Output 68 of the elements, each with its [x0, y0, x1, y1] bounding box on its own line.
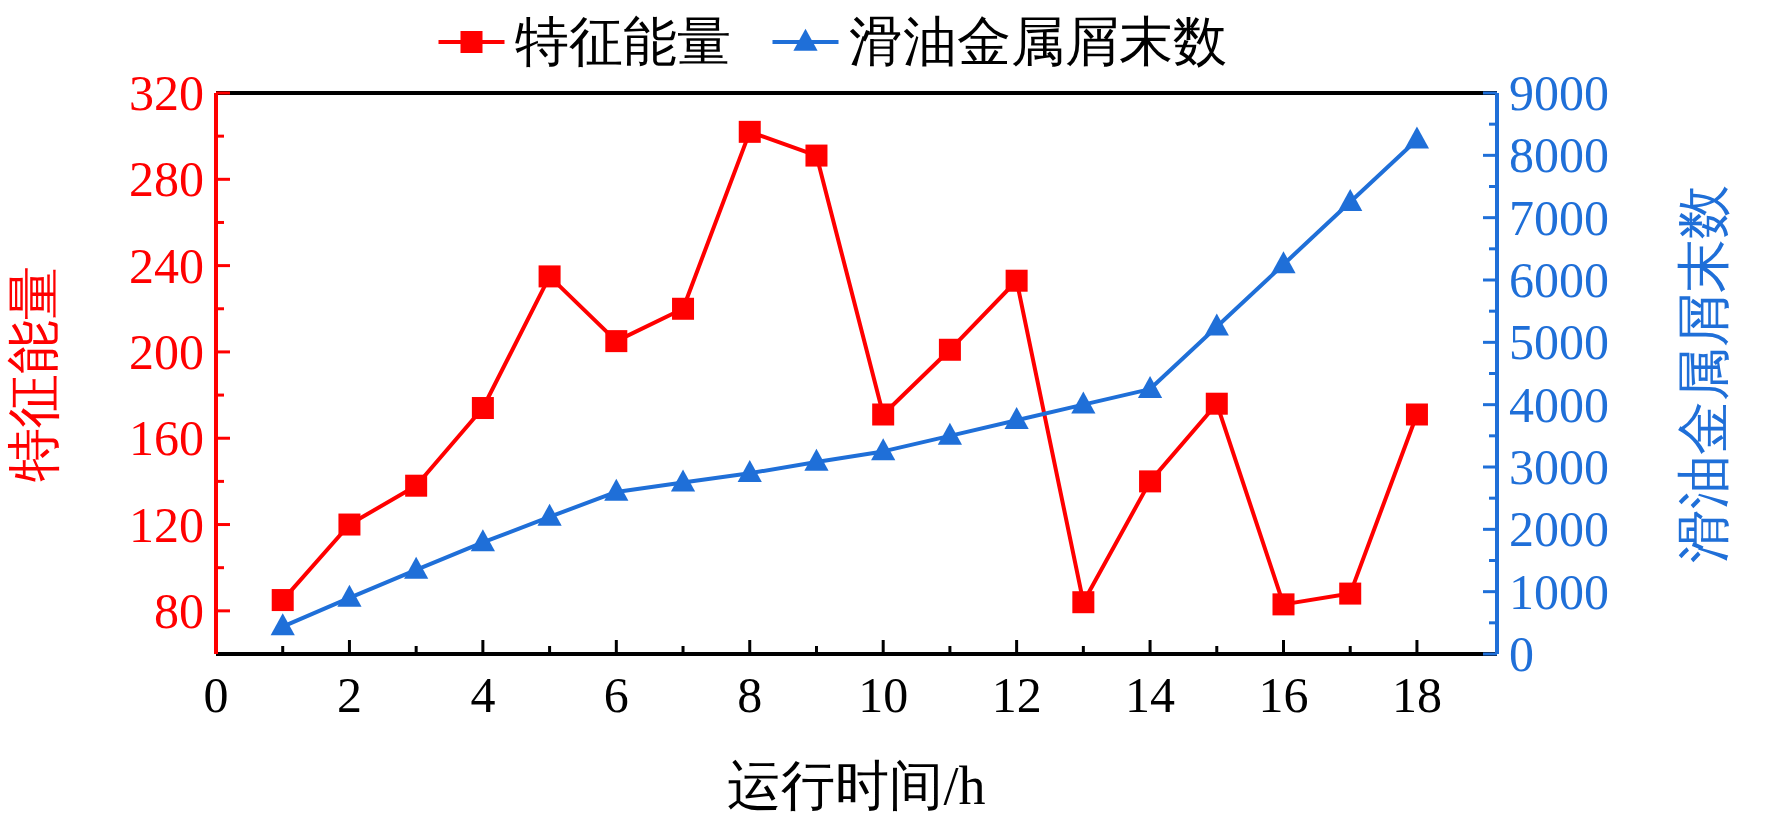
y2-tick-label: 9000	[1509, 65, 1609, 121]
point	[737, 460, 762, 483]
y2-tick-label: 1000	[1509, 563, 1609, 620]
y-tick-label: 80	[154, 582, 204, 639]
x-tick-label: 2	[336, 667, 362, 723]
point	[1139, 470, 1162, 493]
point	[337, 584, 362, 607]
point	[604, 478, 629, 501]
point	[1004, 407, 1029, 430]
x-tick-label: 12	[991, 667, 1042, 723]
y-tick-label: 160	[129, 410, 204, 467]
point	[1405, 403, 1428, 426]
point	[1338, 188, 1363, 211]
y2-tick-label: 7000	[1509, 189, 1609, 246]
y2-axis-title: 滑油金属屑末数	[1674, 184, 1734, 563]
y2-tick-label: 6000	[1509, 252, 1609, 308]
y-axis-title: 特征能量	[4, 265, 64, 482]
x-tick-label: 4	[470, 667, 496, 723]
point	[404, 556, 429, 579]
point	[804, 448, 829, 471]
x-tick-label: 18	[1391, 667, 1442, 723]
y-tick-label: 280	[129, 151, 204, 208]
point	[1071, 391, 1096, 414]
point	[872, 403, 895, 426]
point	[871, 438, 896, 461]
y2-tick-label: 5000	[1509, 314, 1609, 371]
point	[1005, 269, 1028, 292]
point	[1404, 126, 1430, 149]
x-tick-label: 16	[1258, 667, 1309, 723]
legend-label: 特征能量	[514, 12, 731, 72]
x-tick-label: 0	[203, 667, 229, 723]
point	[1205, 392, 1228, 415]
point	[537, 503, 562, 526]
y-tick-label: 240	[129, 237, 204, 294]
point	[271, 589, 294, 612]
point	[1339, 582, 1362, 605]
point	[605, 330, 628, 353]
point	[938, 338, 961, 361]
point	[937, 422, 963, 445]
x-tick-label: 8	[737, 667, 763, 723]
y-tick-label: 120	[129, 496, 204, 553]
point	[805, 144, 828, 167]
point	[538, 265, 561, 288]
y-tick-label: 320	[129, 65, 204, 121]
point	[1271, 251, 1296, 274]
y2-tick-label: 0	[1509, 626, 1534, 682]
x-tick-label: 10	[858, 667, 909, 723]
x-axis-title: 运行时间/h	[727, 756, 986, 816]
point	[738, 120, 761, 143]
point	[1204, 313, 1229, 336]
point	[405, 474, 428, 497]
y2-tick-label: 4000	[1509, 376, 1609, 433]
y2-tick-label: 8000	[1509, 127, 1609, 184]
point	[1137, 375, 1163, 398]
y2-tick-label: 3000	[1509, 439, 1609, 495]
point	[470, 529, 495, 552]
x-tick-label: 6	[603, 667, 629, 723]
point	[338, 513, 361, 536]
point	[471, 397, 494, 420]
point	[1272, 593, 1295, 616]
point	[672, 297, 695, 320]
point	[270, 613, 295, 636]
y-tick-label: 200	[129, 323, 204, 380]
legend-label: 滑油金属屑末数	[848, 12, 1227, 72]
y2-tick-label: 2000	[1509, 501, 1609, 558]
point	[1072, 591, 1095, 614]
point	[670, 469, 696, 492]
x-tick-label: 14	[1125, 667, 1176, 723]
